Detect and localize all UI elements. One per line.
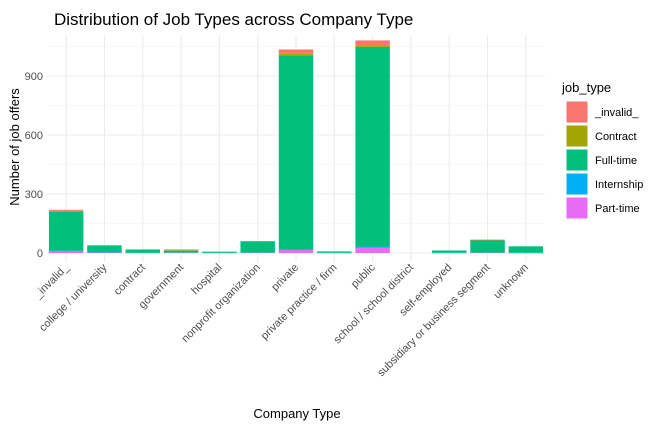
bar-segment xyxy=(278,49,314,54)
y-axis-ticks: 0 300 600 900 xyxy=(25,71,43,260)
bar-segment xyxy=(431,252,467,254)
bar-segment xyxy=(431,250,467,253)
bar-segment xyxy=(240,252,275,254)
legend-label: _invalid_ xyxy=(594,107,639,119)
bar-segment xyxy=(470,240,505,241)
bar-segment xyxy=(278,249,314,251)
bar-segment xyxy=(163,249,199,251)
legend-label: Internship xyxy=(595,179,643,191)
legend: job_type _invalid_ Contract Full-time Inter… xyxy=(561,80,643,220)
bar-segment xyxy=(278,55,314,250)
y-tick-label: 0 xyxy=(37,248,43,260)
bar-segment xyxy=(48,209,84,211)
bar-segment xyxy=(48,251,84,253)
x-axis-ticks: _invalid_college / university contractgov… xyxy=(31,261,531,379)
bars xyxy=(48,40,544,254)
chart-title: Distribution of Job Types across Company… xyxy=(54,10,413,29)
x-tick-label: nonprofit organization xyxy=(180,262,263,345)
bar-segment xyxy=(317,252,352,254)
bar-segment xyxy=(508,246,544,253)
bar-segment xyxy=(317,251,352,253)
bar-segment xyxy=(48,250,84,252)
bar-segment xyxy=(87,252,122,253)
bar-segment xyxy=(470,252,505,254)
bar-segment xyxy=(125,252,161,254)
x-tick-label: private xyxy=(269,262,301,294)
x-tick-label: public xyxy=(349,261,378,290)
bar-segment xyxy=(278,53,314,56)
x-tick-label: hospital xyxy=(189,262,224,297)
legend-label: Contract xyxy=(595,131,637,143)
bar-segment xyxy=(355,45,390,47)
bar-segment xyxy=(470,239,505,241)
bar-segment xyxy=(240,241,275,253)
bar-segment xyxy=(355,40,390,46)
bar-segment xyxy=(470,240,505,253)
bar-segment xyxy=(163,252,199,254)
bar-segment xyxy=(87,245,122,253)
x-tick-label: private practice / firm xyxy=(259,262,340,343)
x-axis-label: Company Type xyxy=(253,406,340,421)
bar-segment xyxy=(355,246,390,248)
x-tick-label: _invalid_ xyxy=(31,261,72,302)
legend-label: Full-time xyxy=(595,155,637,167)
bar-segment xyxy=(125,249,161,253)
legend-key xyxy=(565,172,589,196)
legend-key xyxy=(565,148,589,172)
x-tick-label: unknown xyxy=(491,262,531,302)
bar-segment xyxy=(87,252,122,253)
y-axis-label: Number of job offers xyxy=(7,88,22,206)
x-tick-label: contract xyxy=(112,262,148,298)
bar-segment xyxy=(163,250,199,251)
legend-key xyxy=(565,124,589,148)
legend-title: job_type xyxy=(561,80,611,95)
bar-segment xyxy=(355,247,390,253)
bar-segment xyxy=(202,251,237,253)
y-tick-label: 300 xyxy=(25,189,43,201)
bar-segment xyxy=(355,46,390,247)
y-tick-label: 900 xyxy=(25,71,43,83)
bar-segment xyxy=(48,210,84,212)
bar-segment xyxy=(508,252,544,254)
bar-segment xyxy=(48,211,84,251)
bar-segment xyxy=(202,252,237,254)
legend-key xyxy=(565,196,589,220)
legend-key xyxy=(565,100,589,124)
bar-segment xyxy=(278,250,314,253)
x-tick-label: college / university xyxy=(37,261,110,334)
y-tick-label: 600 xyxy=(25,130,43,142)
legend-label: Part-time xyxy=(595,203,640,215)
bar-segment xyxy=(163,250,199,253)
